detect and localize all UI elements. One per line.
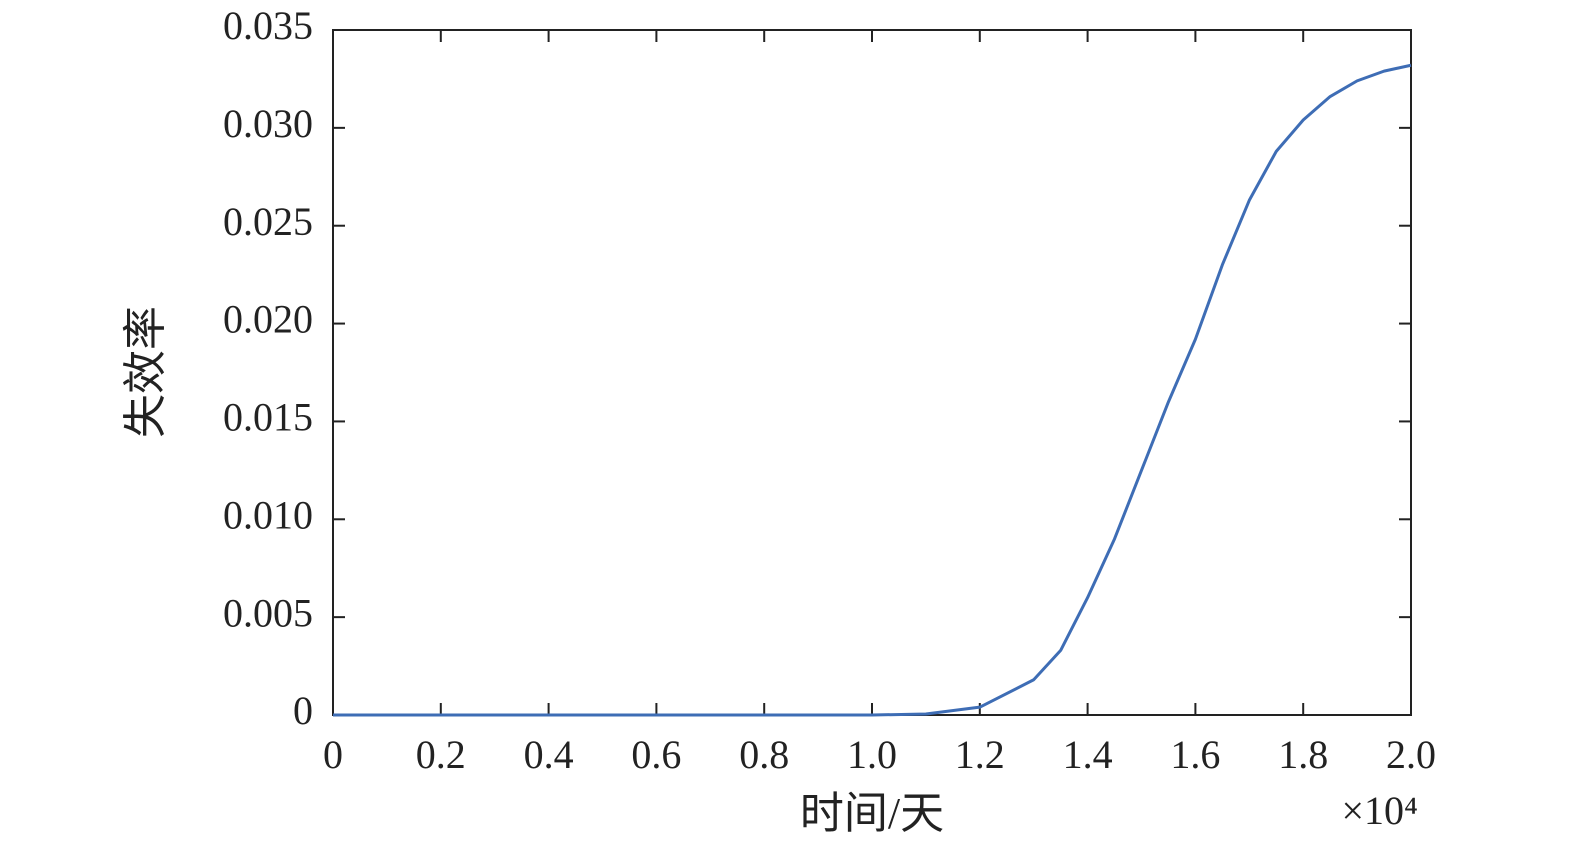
- x-tick-label: 1.8: [1278, 732, 1328, 777]
- y-tick-label: 0.020: [223, 297, 313, 342]
- y-tick-label: 0.005: [223, 590, 313, 635]
- y-tick-label: 0.025: [223, 199, 313, 244]
- y-tick-label: 0: [293, 688, 313, 733]
- y-tick-label: 0.015: [223, 395, 313, 440]
- x-tick-label: 1.6: [1170, 732, 1220, 777]
- x-tick-label: 2.0: [1386, 732, 1436, 777]
- x-axis-label: 时间/天: [800, 789, 944, 838]
- y-tick-label: 0.035: [223, 3, 313, 48]
- x-tick-label: 0.4: [524, 732, 574, 777]
- y-axis-label: 失效率: [121, 306, 170, 438]
- y-tick-label: 0.030: [223, 101, 313, 146]
- x-tick-label: 0.6: [631, 732, 681, 777]
- line-series: [333, 63, 1412, 717]
- y-tick-label: 0.010: [223, 492, 313, 537]
- x-tick-label: 1.2: [955, 732, 1005, 777]
- x-tick-label: 0: [323, 732, 343, 777]
- x-tick-label: 0.8: [739, 732, 789, 777]
- x-tick-label: 0.2: [416, 732, 466, 777]
- x-multiplier: ×10⁴: [1341, 788, 1418, 833]
- x-tick-label: 1.4: [1063, 732, 1113, 777]
- plot-frame: [332, 29, 1412, 716]
- x-tick-label: 1.0: [847, 732, 897, 777]
